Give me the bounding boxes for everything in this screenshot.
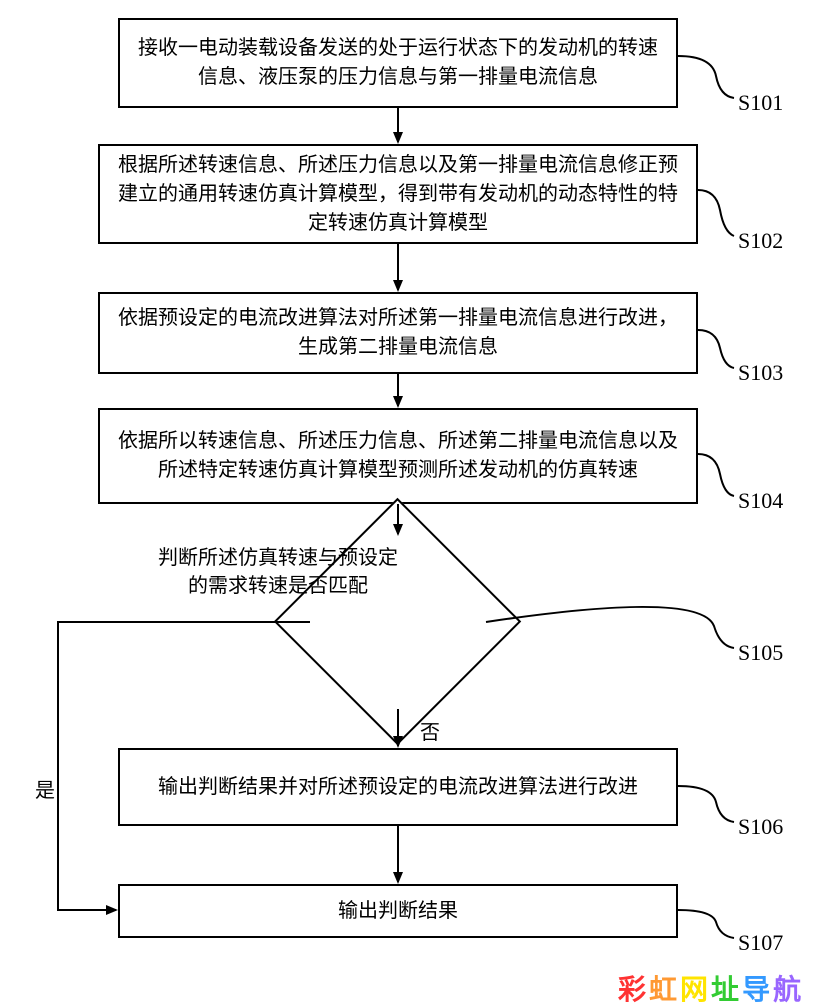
step-text: 依据所以转速信息、所述压力信息、所述第二排量电流信息以及所述特定转速仿真计算模型…	[112, 427, 684, 485]
step-s101: 接收一电动装载设备发送的处于运行状态下的发动机的转速信息、液压泵的压力信息与第一…	[118, 18, 678, 108]
decision-text: 判断所述仿真转速与预设定的需求转速是否匹配	[158, 544, 398, 600]
diamond-shape	[274, 498, 521, 745]
flowchart-canvas: 接收一电动装载设备发送的处于运行状态下的发动机的转速信息、液压泵的压力信息与第一…	[0, 0, 836, 1000]
label-s105: S105	[738, 640, 783, 666]
step-text: 接收一电动装载设备发送的处于运行状态下的发动机的转速信息、液压泵的压力信息与第一…	[132, 34, 664, 92]
label-s101: S101	[738, 90, 783, 116]
step-text: 依据预设定的电流改进算法对所述第一排量电流信息进行改进，生成第二排量电流信息	[112, 304, 684, 362]
step-text: 根据所述转速信息、所述压力信息以及第一排量电流信息修正预建立的通用转速仿真计算模…	[112, 151, 684, 238]
label-s102: S102	[738, 228, 783, 254]
step-s104: 依据所以转速信息、所述压力信息、所述第二排量电流信息以及所述特定转速仿真计算模型…	[98, 408, 698, 504]
step-text: 输出判断结果	[338, 897, 458, 926]
label-s104: S104	[738, 488, 783, 514]
decision-text-span: 判断所述仿真转速与预设定的需求转速是否匹配	[158, 547, 398, 597]
watermark: 彩虹网址导航	[618, 968, 804, 1008]
edge-yes-label: 是	[35, 774, 55, 803]
step-s102: 根据所述转速信息、所述压力信息以及第一排量电流信息修正预建立的通用转速仿真计算模…	[98, 144, 698, 244]
step-text: 输出判断结果并对所述预设定的电流改进算法进行改进	[158, 773, 638, 802]
label-s107: S107	[738, 930, 783, 956]
step-s107: 输出判断结果	[118, 884, 678, 938]
step-s103: 依据预设定的电流改进算法对所述第一排量电流信息进行改进，生成第二排量电流信息	[98, 292, 698, 374]
step-s106: 输出判断结果并对所述预设定的电流改进算法进行改进	[118, 748, 678, 826]
label-s103: S103	[738, 360, 783, 386]
label-s106: S106	[738, 814, 783, 840]
edge-no-label: 否	[420, 716, 440, 745]
